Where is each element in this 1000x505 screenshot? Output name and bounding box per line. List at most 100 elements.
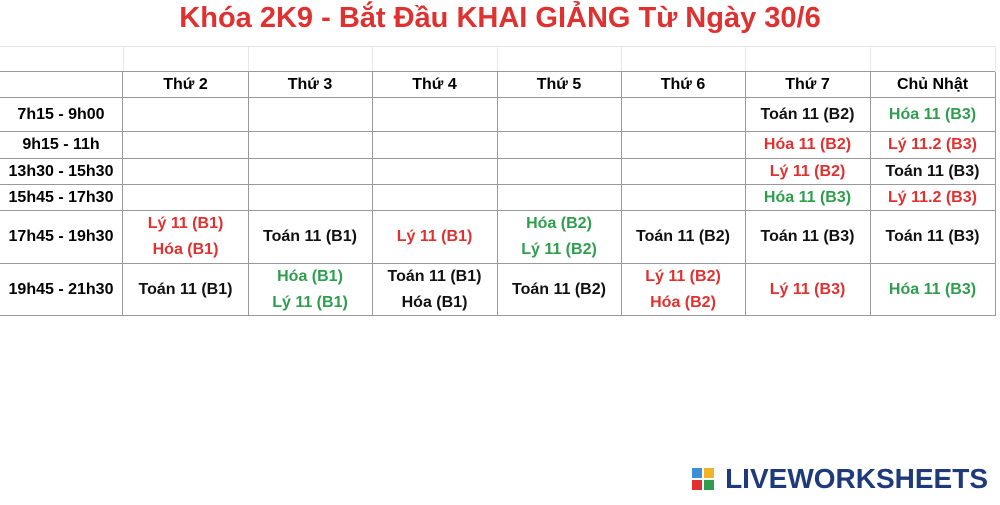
class-label: Hóa (B1): [152, 241, 219, 258]
class-cell: Toán 11 (B1): [248, 211, 373, 264]
day-label: Thứ 5: [536, 75, 582, 93]
day-header: Thứ 2: [123, 72, 249, 98]
time-cell: 7h15 - 9h00: [0, 98, 123, 132]
day-label: Thứ 4: [412, 75, 457, 93]
class-cell: Hóa (B2) Lý 11 (B2): [497, 211, 622, 264]
class-cell: Lý 11.2 (B3): [870, 185, 996, 211]
class-cell: Hóa 11 (B3): [870, 264, 996, 316]
class-label: Hóa 11 (B3): [888, 280, 977, 298]
class-label: Toán 11 (B1): [263, 228, 357, 245]
class-cell: [123, 185, 249, 211]
class-cell: Toán 11 (B3): [870, 159, 996, 185]
day-header: Chủ Nhật: [870, 72, 996, 98]
class-cell: [621, 159, 746, 185]
day-header: Thứ 6: [621, 72, 746, 98]
class-cell: [248, 185, 373, 211]
class-cell: Lý 11.2 (B3): [870, 132, 996, 159]
day-label: Thứ 7: [785, 75, 830, 93]
time-cell: 9h15 - 11h: [0, 132, 123, 159]
class-cell: [248, 132, 373, 159]
class-label: Hóa 11 (B3): [763, 188, 852, 206]
class-cell: Toán 11 (B2): [497, 264, 622, 316]
class-label: Lý 11 (B1): [147, 215, 224, 232]
table-border: [0, 71, 995, 72]
class-cell: [497, 159, 622, 185]
class-cell: [497, 98, 622, 132]
class-cell: Toán 11 (B3): [745, 211, 871, 264]
class-label: Hóa (B1): [401, 293, 468, 311]
class-label: Lý 11 (B2): [521, 241, 597, 258]
sheet-line: [870, 46, 871, 72]
class-label: Toán 11 (B1): [138, 280, 233, 298]
day-label: Thứ 3: [287, 75, 333, 93]
class-cell: [621, 132, 746, 159]
class-label: Lý 11 (B1): [272, 293, 348, 311]
class-cell: Hóa 11 (B3): [745, 185, 871, 211]
class-label: Toán 11 (B1): [387, 267, 482, 285]
class-label: Lý 11.2 (B3): [888, 188, 977, 206]
time-cell: 13h30 - 15h30: [0, 159, 123, 185]
day-header: Thứ 5: [497, 72, 622, 98]
class-cell: [372, 98, 498, 132]
sheet-line: [995, 46, 996, 72]
class-cell: [123, 132, 249, 159]
class-cell: Hóa (B1) Lý 11 (B1): [248, 264, 373, 316]
class-label: Hóa (B1): [277, 267, 343, 285]
class-label: Toán 11 (B2): [760, 105, 855, 123]
class-cell: Toán 11 (B3): [870, 211, 996, 264]
day-header: Thứ 7: [745, 72, 871, 98]
sheet-line: [372, 46, 373, 72]
day-label: Thứ 6: [660, 75, 706, 93]
sheet-line: [497, 46, 498, 72]
class-cell: Hóa 11 (B2): [745, 132, 871, 159]
class-cell: [497, 132, 622, 159]
class-label: Toán 11 (B2): [636, 228, 730, 245]
class-label: Toán 11 (B3): [885, 228, 980, 245]
class-label: Hóa 11 (B3): [888, 105, 977, 123]
class-cell: [123, 98, 249, 132]
class-cell: Lý 11 (B1) Hóa (B1): [123, 211, 249, 264]
day-label: Chủ Nhật: [896, 75, 969, 93]
class-cell: Hóa 11 (B3): [870, 98, 996, 132]
class-cell: Toán 11 (B2): [621, 211, 746, 264]
time-cell: 17h45 - 19h30: [0, 211, 123, 264]
class-cell: Lý 11 (B1): [372, 211, 498, 264]
sheet-line: [745, 46, 746, 72]
class-label: Lý 11 (B2): [769, 162, 846, 180]
class-cell: Toán 11 (B2): [745, 98, 871, 132]
class-label: Hóa (B2): [526, 215, 592, 232]
class-label: Lý 11 (B2): [645, 267, 721, 285]
day-header: Thứ 3: [248, 72, 373, 98]
class-label: Toán 11 (B3): [760, 228, 855, 245]
class-label: Toán 11 (B2): [512, 280, 606, 298]
day-header: Thứ 4: [372, 72, 498, 98]
time-cell: 19h45 - 21h30: [0, 264, 123, 316]
class-cell: [123, 159, 249, 185]
logo: LIVEWORKSHEETS: [725, 463, 988, 494]
class-cell: Lý 11 (B2): [745, 159, 871, 185]
class-label: Lý 11 (B1): [396, 228, 473, 245]
class-label: Lý 11 (B3): [769, 280, 846, 298]
class-cell: Toán 11 (B1) Hóa (B1): [372, 264, 498, 316]
time-cell: 15h45 - 17h30: [0, 185, 123, 211]
class-label: Hóa 11 (B2): [763, 136, 852, 153]
class-cell: Lý 11 (B3): [745, 264, 871, 316]
class-label: Toán 11 (B3): [885, 162, 980, 180]
class-cell: [248, 98, 373, 132]
class-cell: [372, 185, 498, 211]
class-cell: [497, 185, 622, 211]
day-label: Thứ 2: [163, 75, 208, 93]
logo-icon: [692, 468, 714, 490]
class-cell: [248, 159, 373, 185]
corner-cell: [0, 72, 123, 98]
class-cell: [372, 132, 498, 159]
title: Khóa 2K9 - Bắt Đầu KHAI GIẢNG Từ Ngày 30…: [179, 2, 821, 34]
sheet-line: [123, 46, 124, 72]
class-cell: [372, 159, 498, 185]
sheet-line: [248, 46, 249, 72]
class-label: Lý 11.2 (B3): [888, 136, 977, 153]
class-label: Hóa (B2): [650, 293, 716, 311]
sheet-line: [621, 46, 622, 72]
class-cell: Lý 11 (B2) Hóa (B2): [621, 264, 746, 316]
